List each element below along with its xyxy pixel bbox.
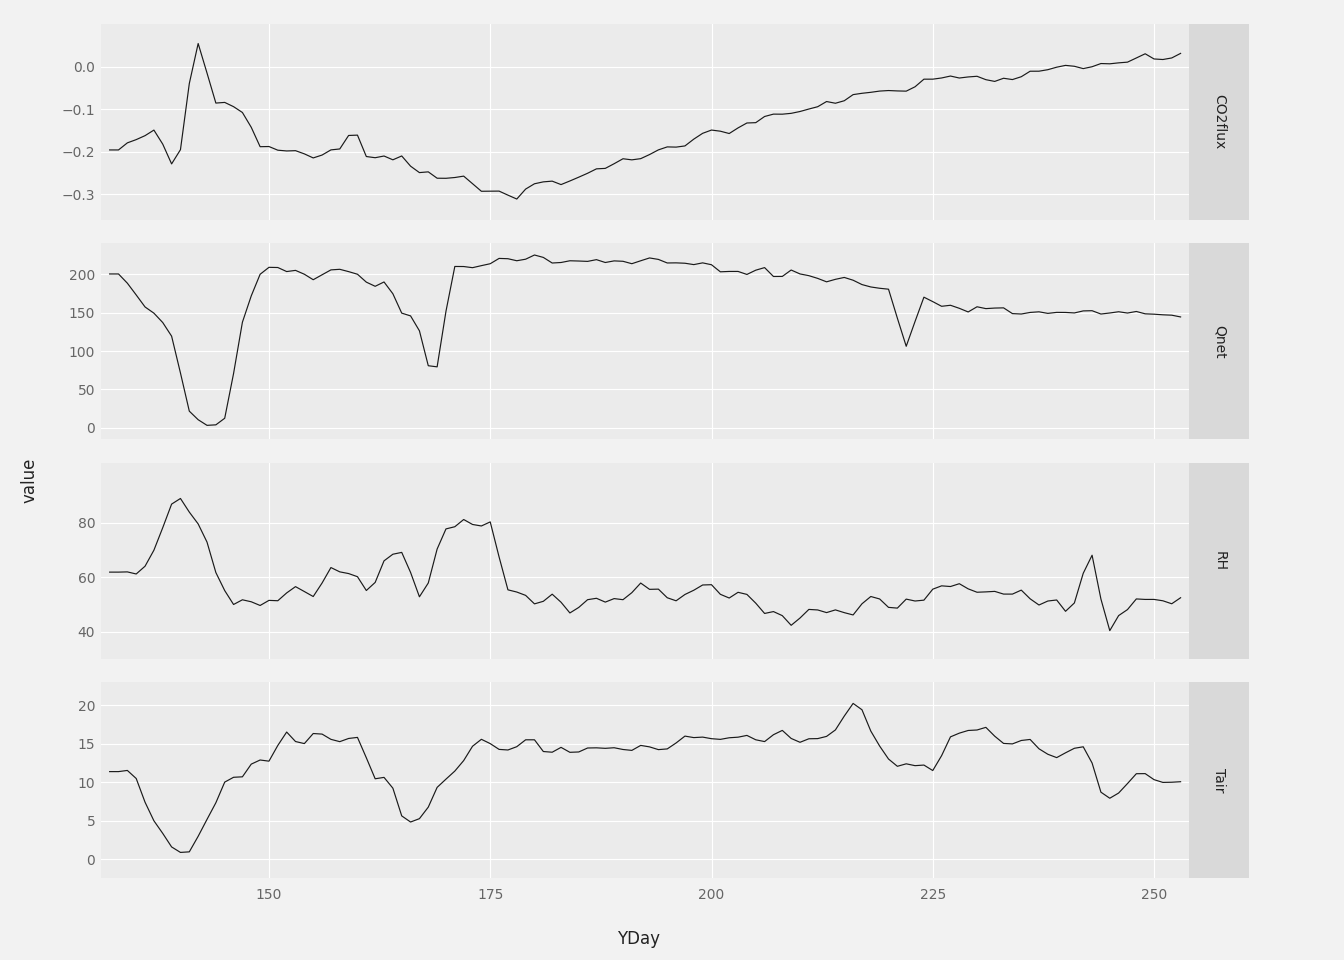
Bar: [1189, 244, 1250, 440]
Text: CO2flux: CO2flux: [1212, 94, 1226, 150]
Bar: [1189, 463, 1250, 659]
Bar: [1189, 683, 1250, 878]
Text: YDay: YDay: [617, 930, 660, 948]
Text: Qnet: Qnet: [1212, 324, 1226, 358]
Text: RH: RH: [1212, 551, 1226, 571]
Text: value: value: [20, 457, 39, 503]
Bar: [1189, 24, 1250, 220]
Text: Tair: Tair: [1212, 768, 1226, 793]
